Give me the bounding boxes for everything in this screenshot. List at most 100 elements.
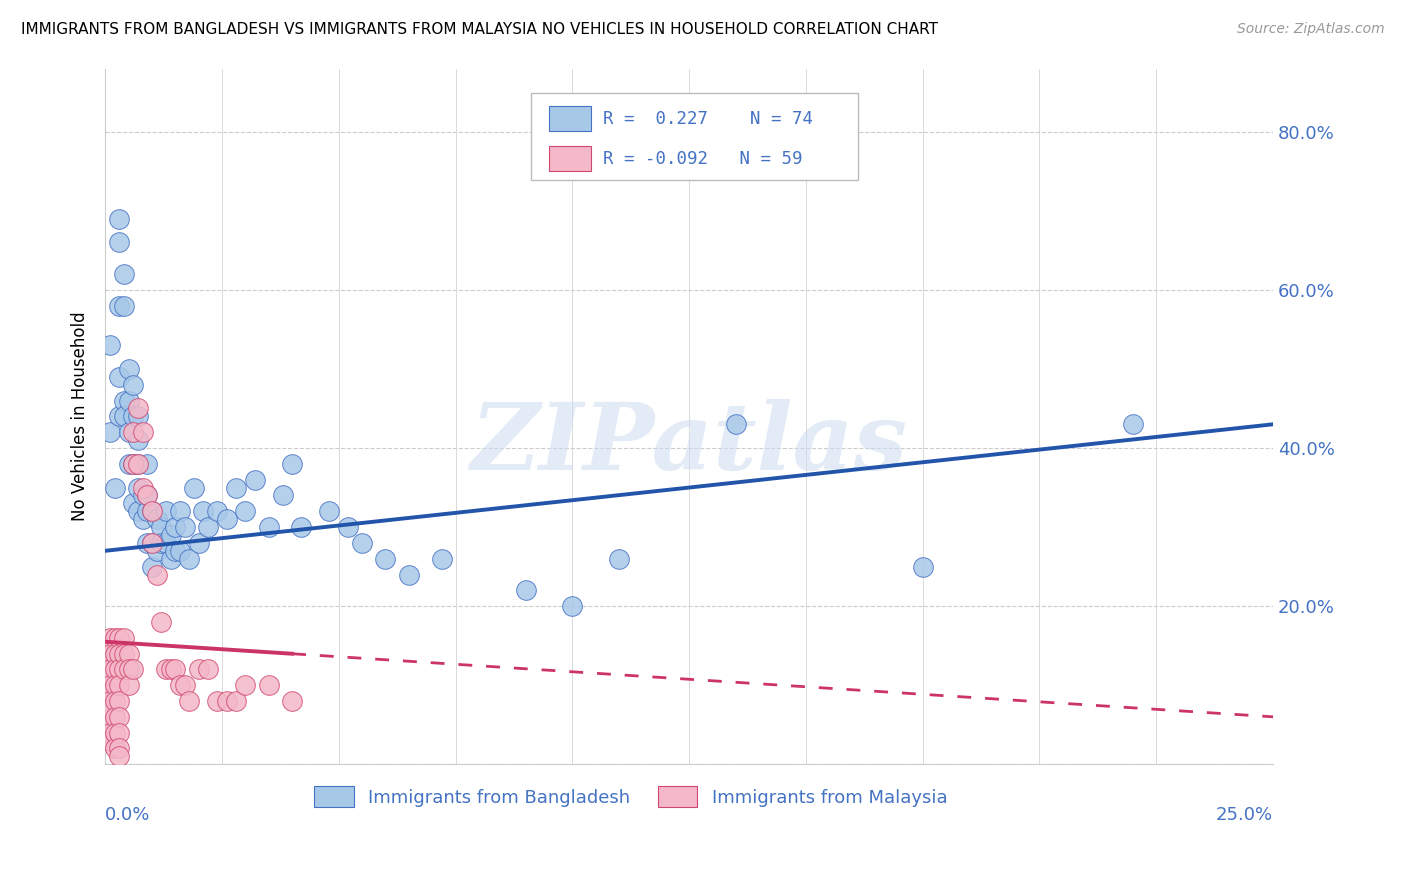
Point <box>98 702 121 716</box>
Point <box>103 694 125 708</box>
Point <box>108 409 131 424</box>
Point <box>183 481 205 495</box>
Point <box>159 528 181 542</box>
Point <box>108 631 131 645</box>
Point <box>155 536 177 550</box>
Point <box>515 583 537 598</box>
Point <box>127 433 149 447</box>
Point <box>127 409 149 424</box>
Point <box>108 710 131 724</box>
Point <box>112 267 135 281</box>
Point <box>225 481 247 495</box>
Point <box>235 678 257 692</box>
Legend: Immigrants from Bangladesh, Immigrants from Malaysia: Immigrants from Bangladesh, Immigrants f… <box>307 779 955 814</box>
Point <box>103 647 125 661</box>
Point <box>207 694 229 708</box>
Point <box>374 551 396 566</box>
Point <box>155 504 177 518</box>
Point <box>207 504 229 518</box>
Point <box>112 393 135 408</box>
Point <box>179 694 201 708</box>
Point <box>290 520 312 534</box>
Point <box>108 235 131 250</box>
Point <box>117 425 139 440</box>
Point <box>145 543 167 558</box>
Point <box>112 647 135 661</box>
Point <box>108 694 131 708</box>
Point <box>127 457 149 471</box>
FancyBboxPatch shape <box>548 146 591 171</box>
Point <box>122 457 145 471</box>
Point <box>257 520 280 534</box>
Point <box>271 488 294 502</box>
Point <box>112 299 135 313</box>
Point <box>215 694 238 708</box>
Point <box>108 369 131 384</box>
Point <box>117 647 139 661</box>
Point <box>112 409 135 424</box>
Point <box>131 481 153 495</box>
FancyBboxPatch shape <box>548 106 591 131</box>
Point <box>141 504 163 518</box>
Point <box>724 417 747 432</box>
Point <box>187 536 209 550</box>
Point <box>215 512 238 526</box>
Point <box>108 211 131 226</box>
Point <box>131 512 153 526</box>
Point <box>281 457 304 471</box>
Point <box>136 457 159 471</box>
Point <box>117 678 139 692</box>
Point <box>911 559 934 574</box>
Text: Source: ZipAtlas.com: Source: ZipAtlas.com <box>1237 22 1385 37</box>
Point <box>159 551 181 566</box>
Point <box>150 615 173 629</box>
Point <box>141 559 163 574</box>
Point <box>127 481 149 495</box>
Point <box>136 504 159 518</box>
Point <box>98 631 121 645</box>
Point <box>131 425 153 440</box>
Point <box>337 520 360 534</box>
Point <box>145 512 167 526</box>
Point <box>173 678 195 692</box>
Point <box>98 725 121 739</box>
Point <box>136 536 159 550</box>
Point <box>398 567 420 582</box>
Point <box>225 694 247 708</box>
Point <box>108 299 131 313</box>
Point <box>103 725 125 739</box>
Point <box>98 686 121 700</box>
Point <box>103 631 125 645</box>
Point <box>352 536 374 550</box>
Point <box>103 662 125 676</box>
Point <box>103 678 125 692</box>
Point <box>141 504 163 518</box>
Point <box>117 662 139 676</box>
Point <box>169 678 191 692</box>
Point <box>98 647 121 661</box>
Point <box>150 520 173 534</box>
Text: ZIPatlas: ZIPatlas <box>471 400 908 489</box>
Point <box>108 678 131 692</box>
Point <box>131 488 153 502</box>
Point <box>281 694 304 708</box>
Point <box>122 425 145 440</box>
Point <box>108 647 131 661</box>
Point <box>108 749 131 764</box>
Y-axis label: No Vehicles in Household: No Vehicles in Household <box>72 311 89 521</box>
Point <box>141 536 163 550</box>
Point <box>122 457 145 471</box>
Text: R = -0.092   N = 59: R = -0.092 N = 59 <box>603 150 803 168</box>
Point <box>197 662 219 676</box>
Point <box>169 543 191 558</box>
Point <box>165 662 187 676</box>
Point <box>98 425 121 440</box>
Point <box>108 741 131 756</box>
Point <box>165 543 187 558</box>
Point <box>430 551 453 566</box>
Point <box>155 662 177 676</box>
Point <box>141 536 163 550</box>
Point <box>122 496 145 510</box>
Point <box>98 338 121 352</box>
Point <box>98 694 121 708</box>
